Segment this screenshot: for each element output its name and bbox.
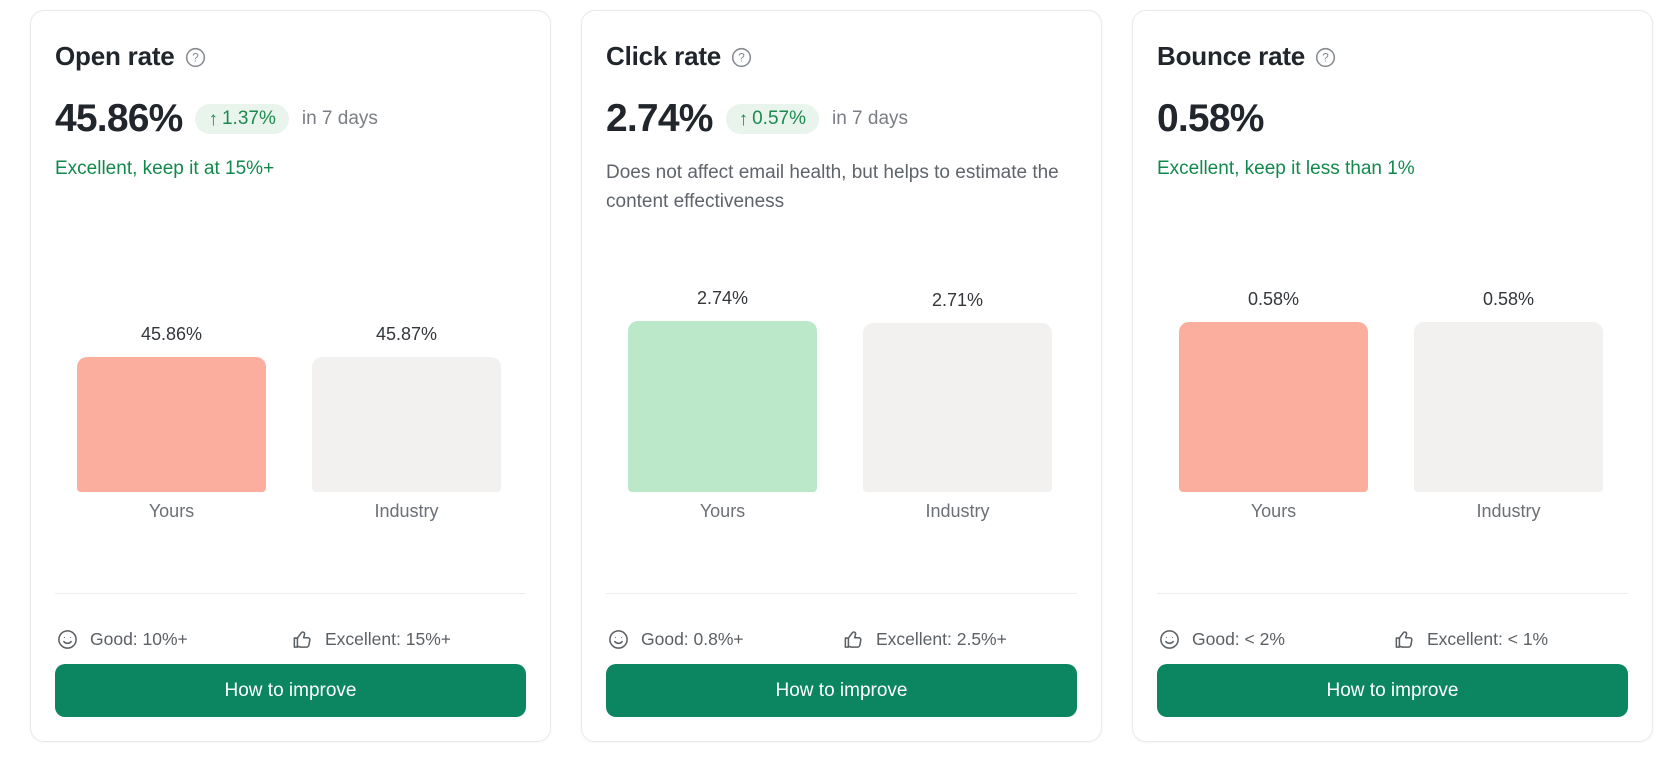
card-header: Bounce rate ? [1157, 41, 1628, 72]
metric-row: 0.58% [1157, 97, 1628, 141]
divider [55, 593, 526, 594]
yours-bar [77, 357, 266, 492]
excellent-threshold: Excellent: 2.5%+ [842, 628, 1077, 651]
excellent-threshold-label: Excellent: < 1% [1427, 629, 1549, 649]
thresholds-row: Good: 10%+ Excellent: 15%+ [56, 628, 526, 651]
good-threshold: Good: 0.8%+ [607, 628, 842, 651]
status-text: Excellent, keep it at 15%+ [55, 158, 275, 179]
question-circle-icon[interactable]: ? [730, 46, 753, 69]
industry-bar [863, 323, 1052, 492]
industry-bar-column: 2.71% Industry [863, 288, 1052, 522]
bar-value-label: 45.87% [375, 324, 438, 344]
bar-value-label: 45.86% [140, 324, 203, 344]
thresholds-row: Good: 0.8%+ Excellent: 2.5%+ [607, 628, 1077, 651]
comparison-bar-chart: 0.58% Yours 0.58% Industry [1179, 289, 1603, 522]
up-arrow-icon: ↑ [208, 108, 218, 130]
industry-bar [1414, 322, 1603, 492]
bar-category-label: Industry [1476, 501, 1541, 521]
yours-bar-column: 2.74% Yours [628, 288, 817, 522]
question-circle-icon[interactable]: ? [1314, 46, 1337, 69]
bar-category-label: Industry [925, 501, 990, 521]
industry-bar [312, 357, 501, 492]
metric-row: 45.86% ↑ 1.37% in 7 days [55, 97, 526, 141]
industry-bar-column: 0.58% Industry [1414, 289, 1603, 522]
thresholds-row: Good: < 2% Excellent: < 1% [1158, 628, 1628, 651]
divider [1157, 593, 1628, 594]
excellent-threshold-label: Excellent: 2.5%+ [876, 629, 1007, 649]
bounce-rate-card: Bounce rate ? 0.58% Excellent, keep it l… [1132, 10, 1653, 742]
good-threshold: Good: < 2% [1158, 628, 1393, 651]
good-threshold-label: Good: 0.8%+ [641, 629, 744, 649]
how-to-improve-button[interactable]: How to improve [1157, 664, 1628, 717]
excellent-threshold: Excellent: < 1% [1393, 628, 1628, 651]
comparison-bar-chart: 2.74% Yours 2.71% Industry [628, 288, 1052, 522]
smiley-icon [607, 628, 630, 651]
bar-value-label: 2.74% [696, 288, 749, 308]
thumbs-up-icon [1393, 628, 1416, 651]
yours-bar [628, 321, 817, 492]
change-value: 1.37% [221, 108, 276, 129]
divider [606, 593, 1077, 594]
change-badge: ↑ 1.37% [195, 104, 289, 134]
excellent-threshold: Excellent: 15%+ [291, 628, 526, 651]
change-value: 0.57% [752, 108, 806, 129]
change-badge: ↑ 0.57% [725, 104, 819, 134]
click-rate-card: Click rate ? 2.74% ↑ 0.57% in 7 days Doe… [581, 10, 1102, 742]
smiley-icon [56, 628, 79, 651]
yours-bar [1179, 322, 1368, 492]
comparison-bar-chart: 45.86% Yours 45.87% Industry [77, 324, 501, 522]
card-header: Open rate ? [55, 41, 526, 72]
period-label: in 7 days [831, 108, 909, 129]
metric-value: 0.58% [1157, 97, 1264, 140]
good-threshold-label: Good: < 2% [1192, 629, 1285, 649]
card-title: Open rate [55, 41, 175, 71]
bar-value-label: 0.58% [1482, 289, 1535, 309]
thumbs-up-icon [842, 628, 865, 651]
yours-bar-column: 45.86% Yours [77, 324, 266, 522]
metric-value: 2.74% [606, 97, 713, 140]
bar-category-label: Yours [699, 501, 746, 521]
period-label: in 7 days [301, 108, 378, 129]
how-to-improve-button[interactable]: How to improve [55, 664, 526, 717]
card-header: Click rate ? [606, 41, 1077, 72]
yours-bar-column: 0.58% Yours [1179, 289, 1368, 522]
bar-category-label: Industry [374, 501, 439, 521]
metric-row: 2.74% ↑ 0.57% in 7 days [606, 97, 1077, 141]
card-title: Click rate [606, 41, 722, 71]
svg-text:?: ? [1322, 51, 1329, 65]
industry-bar-column: 45.87% Industry [312, 324, 501, 522]
smiley-icon [1158, 628, 1181, 651]
good-threshold-label: Good: 10%+ [90, 629, 188, 649]
svg-text:?: ? [738, 51, 745, 65]
bar-category-label: Yours [1250, 501, 1297, 521]
thumbs-up-icon [291, 628, 314, 651]
description-text: Does not affect email health, but helps … [606, 162, 1059, 213]
good-threshold: Good: 10%+ [56, 628, 291, 651]
bar-value-label: 0.58% [1247, 289, 1300, 309]
card-title: Bounce rate [1157, 41, 1306, 71]
svg-text:?: ? [192, 51, 199, 65]
how-to-improve-button[interactable]: How to improve [606, 664, 1077, 717]
excellent-threshold-label: Excellent: 15%+ [325, 629, 451, 649]
bar-category-label: Yours [148, 501, 195, 521]
open-rate-card: Open rate ? 45.86% ↑ 1.37% in 7 days Exc… [30, 10, 551, 742]
up-arrow-icon: ↑ [738, 108, 749, 130]
status-text: Excellent, keep it less than 1% [1157, 158, 1415, 179]
metrics-cards-row: Open rate ? 45.86% ↑ 1.37% in 7 days Exc… [30, 10, 1653, 742]
bar-value-label: 2.71% [931, 290, 984, 310]
question-circle-icon[interactable]: ? [184, 46, 207, 69]
metric-value: 45.86% [55, 97, 183, 140]
